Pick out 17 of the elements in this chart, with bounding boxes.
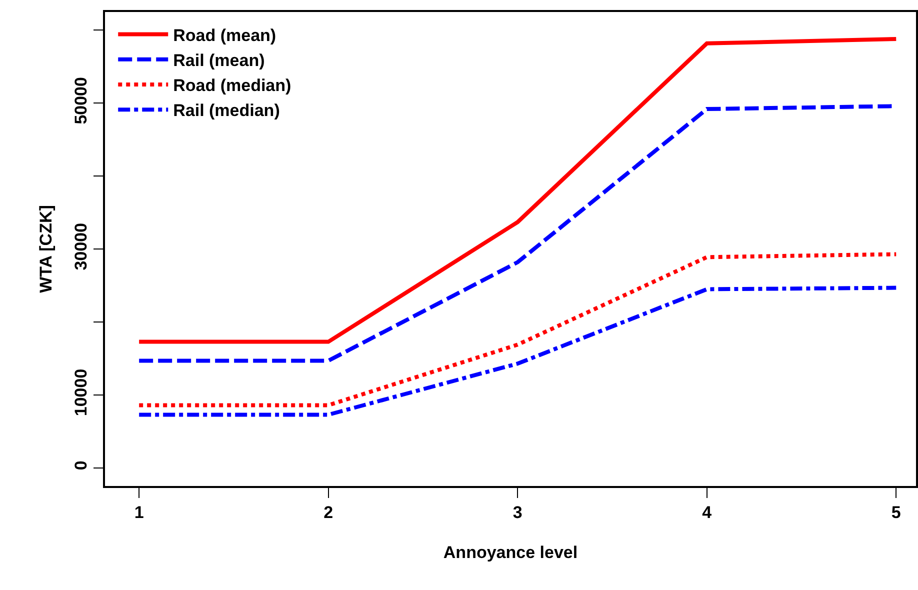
legend-label: Road (mean) bbox=[173, 26, 276, 45]
x-axis-title: Annoyance level bbox=[443, 543, 578, 562]
x-tick-label: 4 bbox=[702, 503, 712, 522]
y-tick-label: 0 bbox=[71, 460, 90, 470]
line-series bbox=[137, 286, 898, 417]
x-tick-label: 3 bbox=[512, 503, 522, 522]
y-tick-label: 30000 bbox=[71, 222, 90, 270]
x-tick-label: 2 bbox=[324, 503, 334, 522]
x-tick-label: 5 bbox=[891, 503, 901, 522]
legend-label: Rail (mean) bbox=[173, 51, 265, 70]
legend-label: Road (median) bbox=[173, 76, 292, 96]
y-tick-label: 50000 bbox=[71, 77, 90, 124]
x-tick-label: 1 bbox=[134, 503, 144, 522]
legend-label: Rail (median) bbox=[173, 101, 280, 120]
y-axis-title: WTA [CZK] bbox=[36, 205, 56, 293]
y-tick-label: 10000 bbox=[71, 368, 90, 416]
line-series bbox=[137, 252, 898, 408]
